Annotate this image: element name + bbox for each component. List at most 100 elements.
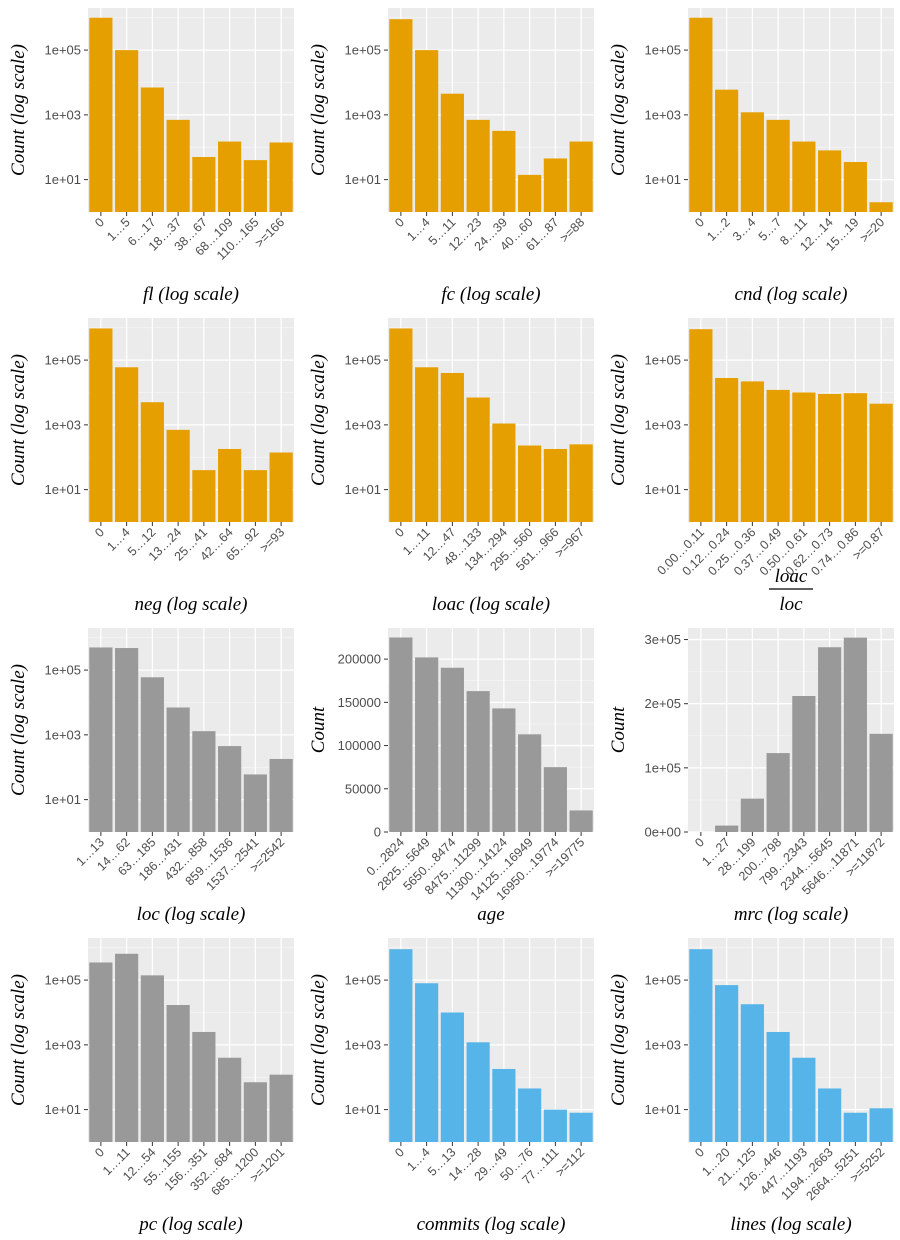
y-tick-label: 1e+03 <box>44 107 81 122</box>
bar-loac-3 <box>466 397 490 522</box>
bar-mrc-6 <box>843 637 867 832</box>
y-tick-label: 1e+01 <box>344 172 381 187</box>
y-tick-label: 1e+03 <box>644 1037 681 1052</box>
bar-commits-4 <box>492 1068 516 1142</box>
x-axis-title: neg (log scale) <box>135 594 248 615</box>
bar-loc-4 <box>192 731 216 832</box>
bar-loac-7 <box>569 444 593 522</box>
y-tick-label: 1e+03 <box>344 417 381 432</box>
bar-mrc-2 <box>740 798 764 832</box>
chart-svg-lines: 1e+011e+031e+0501…2021…125126…446447…119… <box>608 938 894 1235</box>
x-axis-title-denominator: loc <box>779 594 803 615</box>
x-tick-label: 0 <box>692 835 707 850</box>
bar-cnd-1 <box>715 89 739 212</box>
bar-fc-0 <box>389 19 413 213</box>
x-axis-title: pc (log scale) <box>137 1214 242 1235</box>
chart-panel-lines: 1e+01 1e+03 1e+05 0 1…20 21…125 126…446 447…119… <box>600 930 900 1240</box>
x-tick-label: >=88 <box>557 215 587 245</box>
bar-commits-0 <box>389 949 413 1142</box>
y-tick-label: 1e+01 <box>344 482 381 497</box>
y-tick-label: 1e+01 <box>44 1102 81 1117</box>
chart-svg-ratio: 1e+011e+031e+050.00…0.110.12…0.240.25…0.… <box>608 318 894 615</box>
x-axis-title: cnd (log scale) <box>735 284 848 305</box>
bar-mrc-3 <box>766 753 790 832</box>
y-tick-label: 1e+05 <box>44 43 81 58</box>
y-axis-title: Count (log scale) <box>608 974 629 1106</box>
bar-ratio-2 <box>740 381 764 522</box>
bar-lines-3 <box>766 1031 790 1142</box>
chart-svg-age: 0500001000001500002000000…28242825…56495… <box>308 628 594 925</box>
bar-neg-6 <box>243 470 267 522</box>
chart-panel-loac: 1e+01 1e+03 1e+05 0 1…11 12…47 48…133 134…294 29… <box>300 310 600 620</box>
x-axis-title: lines (log scale) <box>730 1214 851 1235</box>
bar-neg-0 <box>89 328 113 522</box>
x-axis-title: fl (log scale) <box>143 284 239 305</box>
bar-fl-0 <box>89 17 113 213</box>
y-tick-label: 1e+01 <box>44 792 81 807</box>
bar-loc-3 <box>166 707 190 832</box>
bar-mrc-7 <box>869 733 893 832</box>
bar-loac-2 <box>440 372 464 522</box>
bar-pc-7 <box>269 1074 293 1142</box>
y-axis-title: Count (log scale) <box>308 974 329 1106</box>
y-tick-label: 3e+05 <box>644 632 681 647</box>
y-tick-label: 150000 <box>338 695 381 710</box>
y-tick-label: 1e+05 <box>344 353 381 368</box>
bar-ratio-5 <box>818 393 842 522</box>
bar-ratio-6 <box>843 393 867 522</box>
y-tick-label: 1e+03 <box>44 727 81 742</box>
bar-ratio-7 <box>869 403 893 522</box>
y-tick-label: 200000 <box>338 652 381 667</box>
y-tick-label: 1e+01 <box>44 172 81 187</box>
y-tick-label: 2e+05 <box>644 696 681 711</box>
bar-lines-5 <box>818 1088 842 1142</box>
bar-fl-1 <box>115 50 139 212</box>
bar-commits-2 <box>440 1012 464 1142</box>
y-axis-title: Count (log scale) <box>8 664 29 796</box>
chart-svg-cnd: 1e+011e+031e+0501…23…45…78…1112…1415…19>… <box>608 8 894 305</box>
bar-loc-7 <box>269 758 293 832</box>
bar-pc-4 <box>192 1031 216 1142</box>
bar-neg-2 <box>140 402 164 522</box>
x-tick-label: 0 <box>92 525 107 540</box>
x-tick-label: 0 <box>692 1145 707 1160</box>
bar-loac-5 <box>518 445 542 522</box>
y-tick-label: 1e+01 <box>344 1102 381 1117</box>
x-axis-title: commits (log scale) <box>417 1214 566 1235</box>
y-tick-label: 1e+01 <box>644 1102 681 1117</box>
y-tick-label: 1e+03 <box>344 107 381 122</box>
bar-lines-7 <box>869 1108 893 1142</box>
y-tick-label: 1e+05 <box>644 43 681 58</box>
bar-loac-1 <box>415 367 439 522</box>
bar-cnd-0 <box>689 17 713 213</box>
y-tick-label: 1e+05 <box>644 760 681 775</box>
bar-neg-3 <box>166 429 190 522</box>
y-tick-label: 1e+05 <box>644 353 681 368</box>
x-tick-label: >=166 <box>252 215 287 250</box>
bar-cnd-3 <box>766 119 790 212</box>
chart-panel-commits: 1e+01 1e+03 1e+05 0 1…4 5…13 14…28 29…49 50…76 77… <box>300 930 600 1240</box>
bar-pc-3 <box>166 1005 190 1142</box>
x-tick-label: 1…2 <box>704 215 733 244</box>
chart-svg-fc: 1e+011e+031e+0501…45…1112…2324…3940…6061… <box>308 8 594 305</box>
bar-age-1 <box>415 657 439 832</box>
bar-neg-7 <box>269 452 293 522</box>
chart-panel-fc: 1e+01 1e+03 1e+05 0 1…4 5…11 12…23 24…39 40…60 61… <box>300 0 600 310</box>
y-tick-label: 1e+03 <box>344 1037 381 1052</box>
bar-mrc-1 <box>715 825 739 832</box>
x-tick-label: 0 <box>392 215 407 230</box>
bar-loc-5 <box>218 746 242 832</box>
x-tick-label: 0 <box>92 1145 107 1160</box>
bar-fl-4 <box>192 156 216 212</box>
y-tick-label: 1e+03 <box>44 417 81 432</box>
bar-pc-0 <box>89 962 113 1142</box>
bar-fl-6 <box>243 160 267 212</box>
bar-age-7 <box>569 810 593 832</box>
y-axis-title: Count <box>308 706 329 753</box>
bar-neg-5 <box>218 448 242 522</box>
x-axis-title: loac (log scale) <box>432 594 550 615</box>
x-tick-label: 0 <box>392 525 407 540</box>
bar-lines-0 <box>689 949 713 1142</box>
bar-pc-5 <box>218 1057 242 1142</box>
x-axis-title: mrc (log scale) <box>734 904 848 925</box>
